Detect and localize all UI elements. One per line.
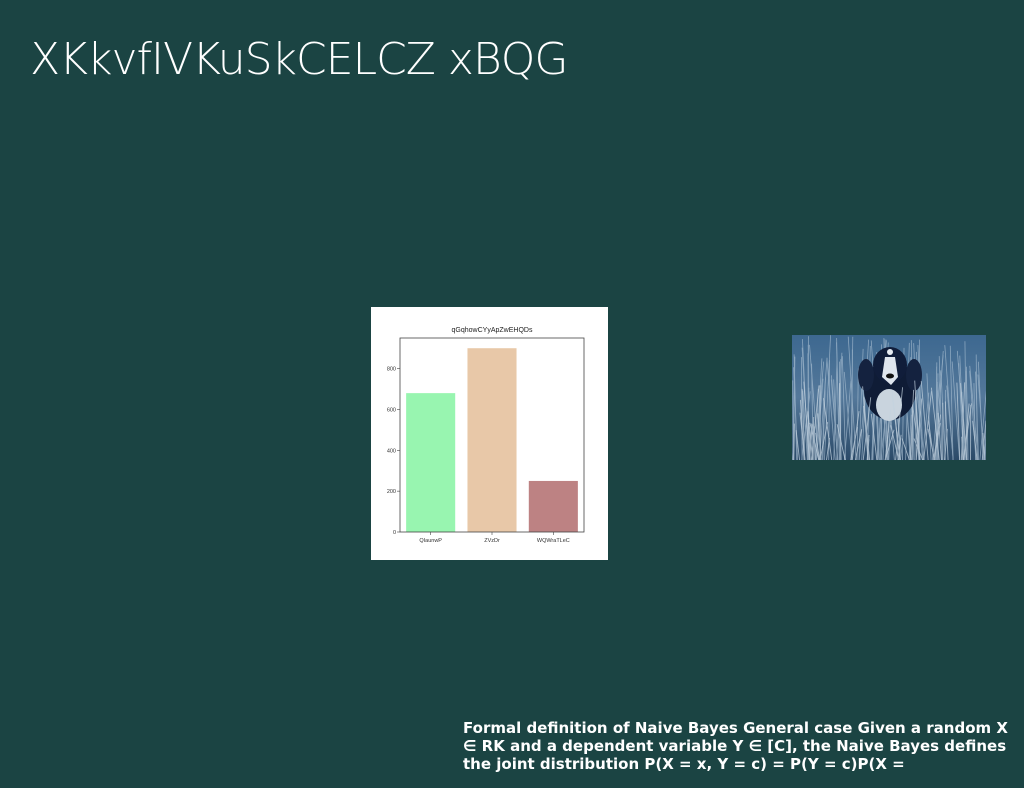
bar-chart-svg: qGqhowCYyApZwEHQDs 0 200 400 600 800 QIaunwP… xyxy=(387,327,585,544)
dog-in-grass-image xyxy=(792,335,986,460)
bar-ZVzDr xyxy=(467,348,517,532)
x-tick-label: WQWraTLeC xyxy=(537,538,570,544)
y-tick-label: 600 xyxy=(387,407,396,413)
bar-WQWraTLeC xyxy=(528,480,578,532)
y-tick-label: 400 xyxy=(387,448,396,454)
plot-frame xyxy=(399,337,585,533)
body-text: Formal definition of Naive Bayes General… xyxy=(463,719,1008,773)
y-tick-label: 200 xyxy=(387,489,396,495)
y-tick-label: 0 xyxy=(393,530,396,536)
dog-photo xyxy=(792,335,986,460)
chart-title: qGqhowCYyApZwEHQDs xyxy=(452,327,533,334)
x-tick-label: ZVzDr xyxy=(484,538,500,544)
bar-QIaunwP xyxy=(406,393,456,532)
y-tick-label: 800 xyxy=(387,367,396,373)
bar-chart: qGqhowCYyApZwEHQDs 0 200 400 600 800 QIaunwP… xyxy=(371,307,608,560)
x-tick-label: QIaunwP xyxy=(419,538,442,544)
slide-title: XKkvfIVKuSkCELCZ xBQG xyxy=(30,34,569,85)
